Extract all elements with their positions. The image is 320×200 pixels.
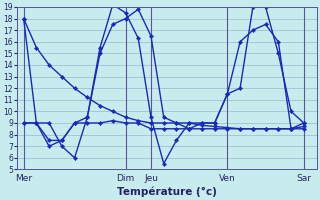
X-axis label: Température (°c): Température (°c) bbox=[117, 186, 217, 197]
